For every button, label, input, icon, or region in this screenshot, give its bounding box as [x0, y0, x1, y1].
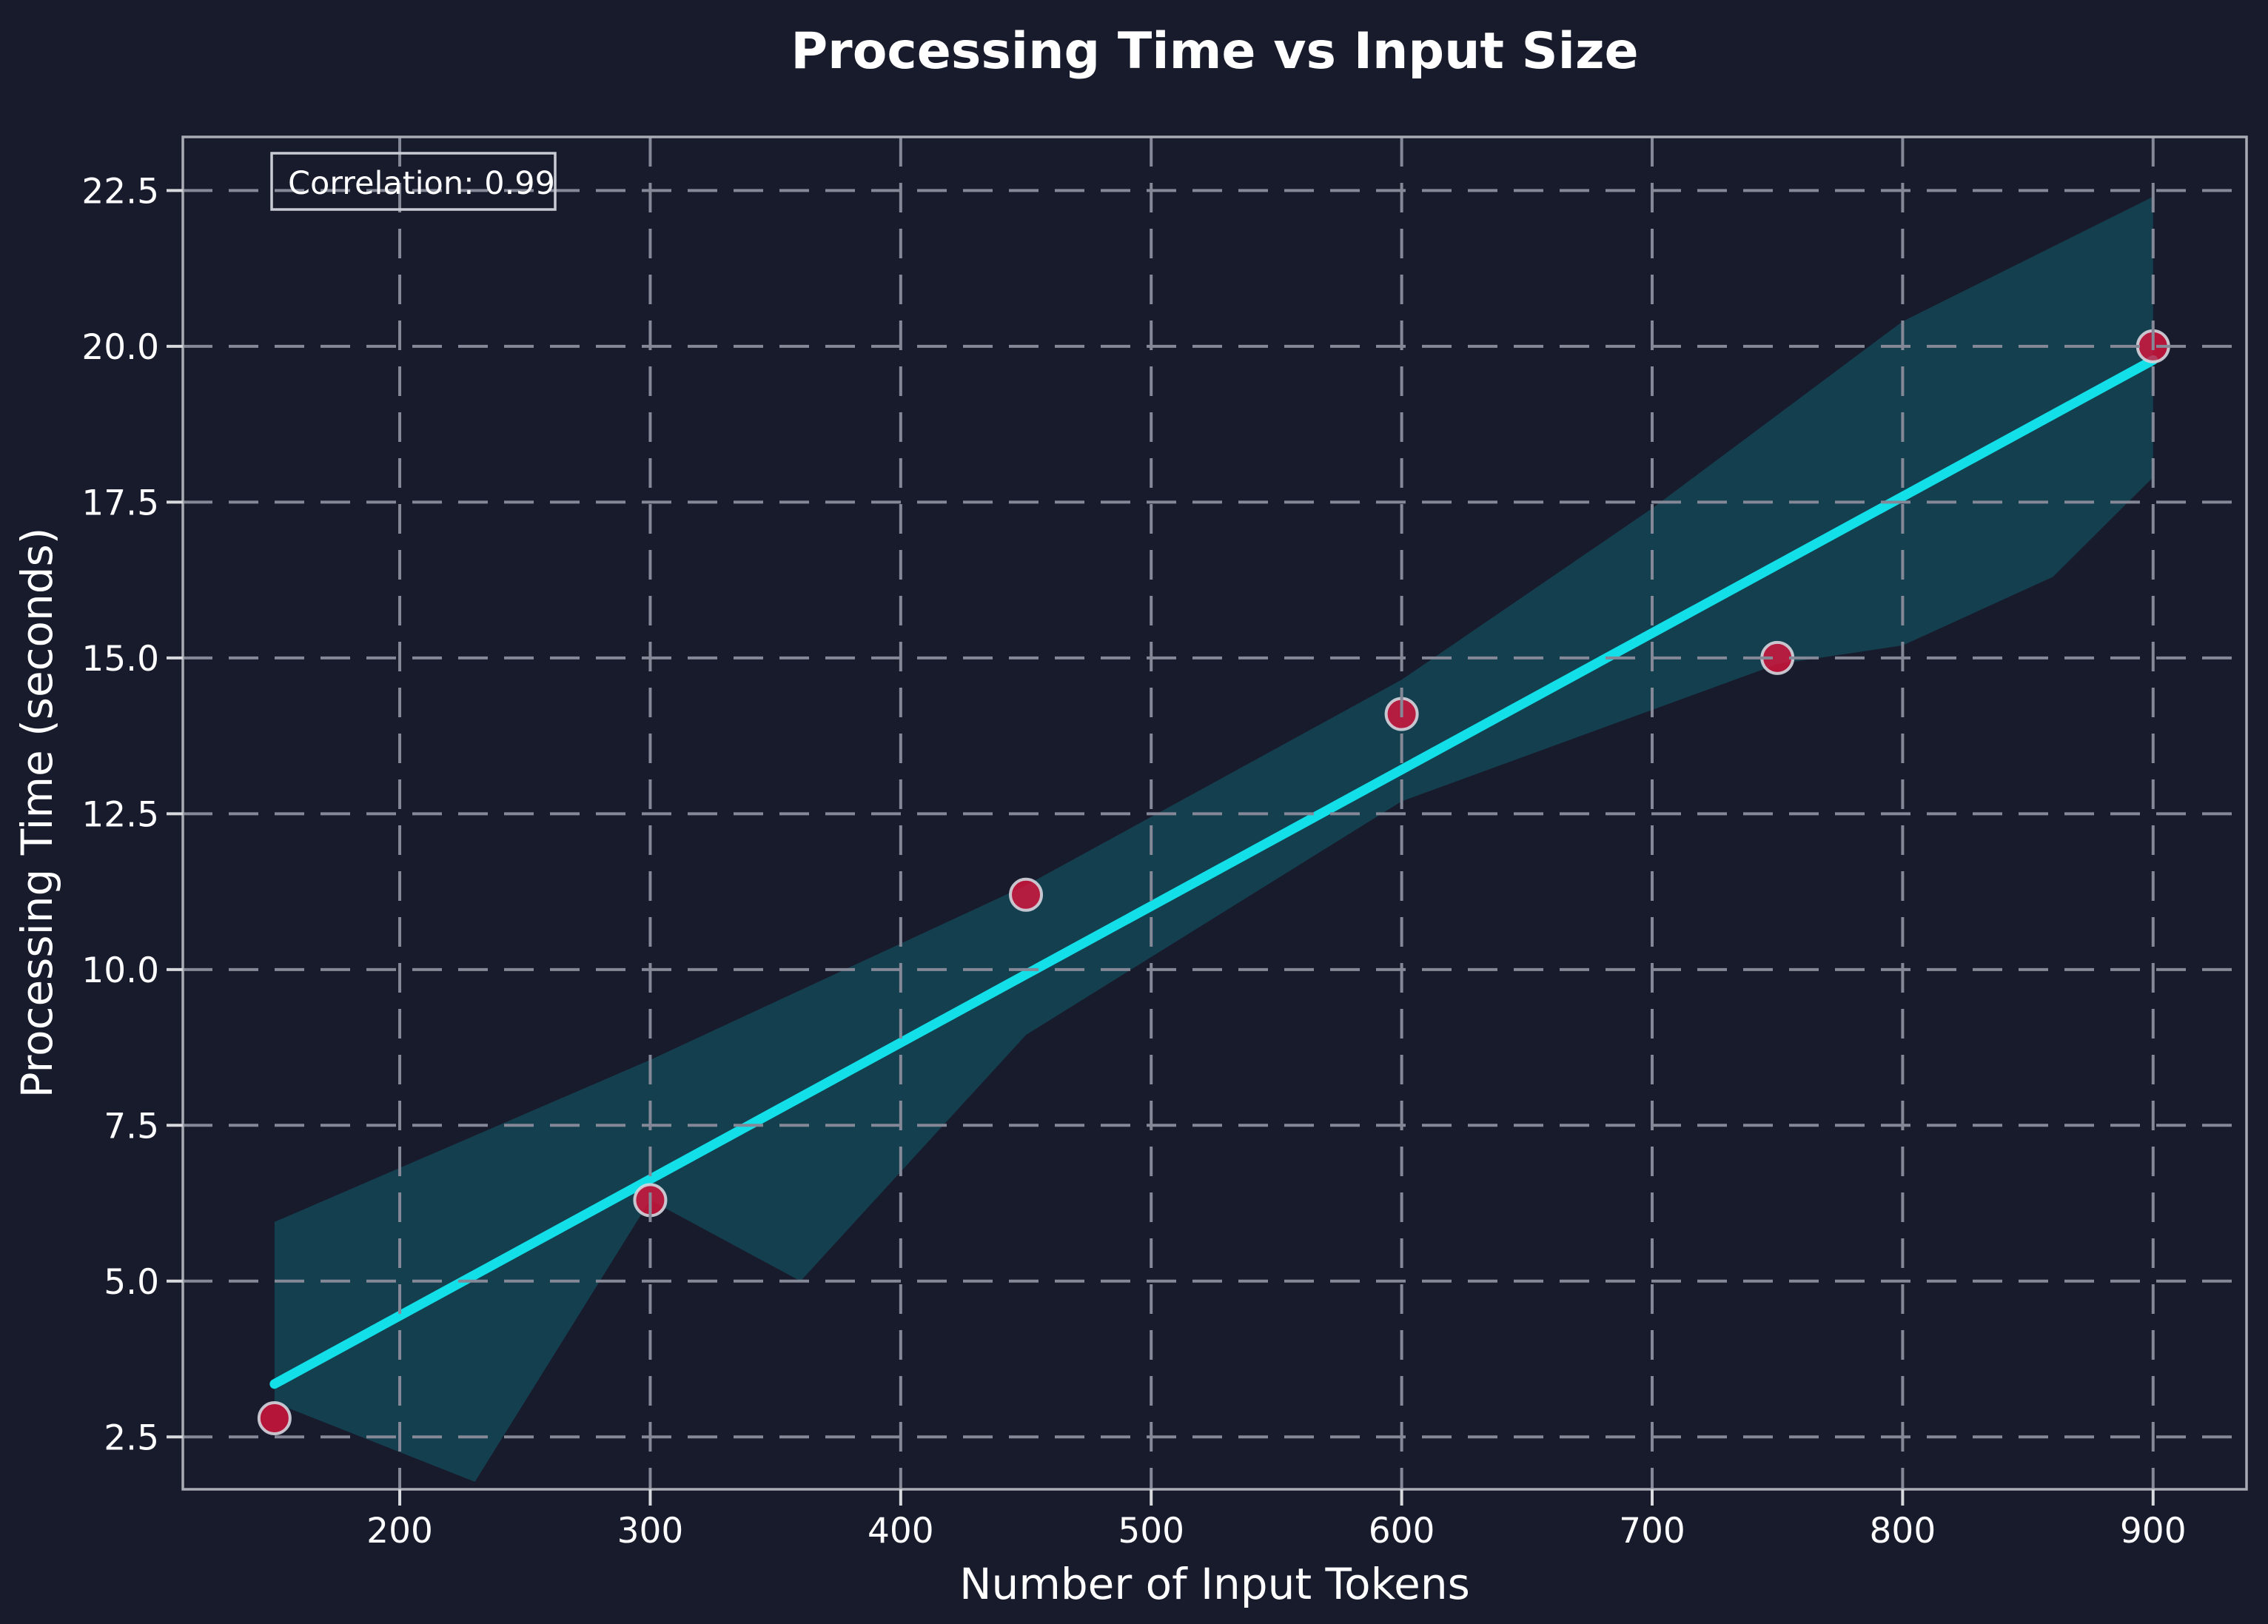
x-axis-label: Number of Input Tokens [959, 1559, 1470, 1609]
x-tick-label: 200 [366, 1511, 433, 1551]
y-tick-label: 22.5 [81, 171, 159, 212]
x-tick-label: 800 [1870, 1511, 1936, 1551]
y-tick-label: 12.5 [81, 794, 159, 835]
y-tick-label: 17.5 [81, 483, 159, 523]
confidence-band [274, 196, 2153, 1482]
annotation-box [270, 152, 557, 211]
regression-line [269, 355, 2158, 1389]
x-tick-label: 300 [617, 1511, 684, 1551]
y-tick-label: 2.5 [104, 1417, 159, 1458]
data-point [1009, 877, 1044, 912]
y-tick-label: 15.0 [81, 639, 159, 680]
annotation-text: Correlation: 0.99 [288, 165, 555, 202]
x-tick-label: 700 [1619, 1511, 1685, 1551]
chart-title: Processing Time vs Input Size [791, 22, 1638, 81]
y-tick-label: 5.0 [104, 1262, 159, 1303]
x-tick-label: 600 [1369, 1511, 1435, 1551]
y-tick-label: 20.0 [81, 327, 159, 368]
y-tick-label: 7.5 [104, 1106, 159, 1147]
y-axis-label: Processing Time (seconds) [12, 528, 62, 1098]
x-tick-label: 400 [868, 1511, 934, 1551]
data-point [257, 1401, 292, 1436]
x-tick-label: 900 [2120, 1511, 2187, 1551]
tick-layer: 200 300 400 500 600 700 800 900 2.5 5.0 7.5 10.0 12.… [81, 171, 2186, 1551]
grid-layer [183, 137, 2247, 1489]
band-layer [274, 196, 2153, 1482]
x-tick-label: 500 [1118, 1511, 1184, 1551]
correlation-annotation: Correlation: 0.99 [270, 152, 557, 211]
y-tick-label: 10.0 [81, 950, 159, 991]
regression-layer [269, 355, 2158, 1389]
